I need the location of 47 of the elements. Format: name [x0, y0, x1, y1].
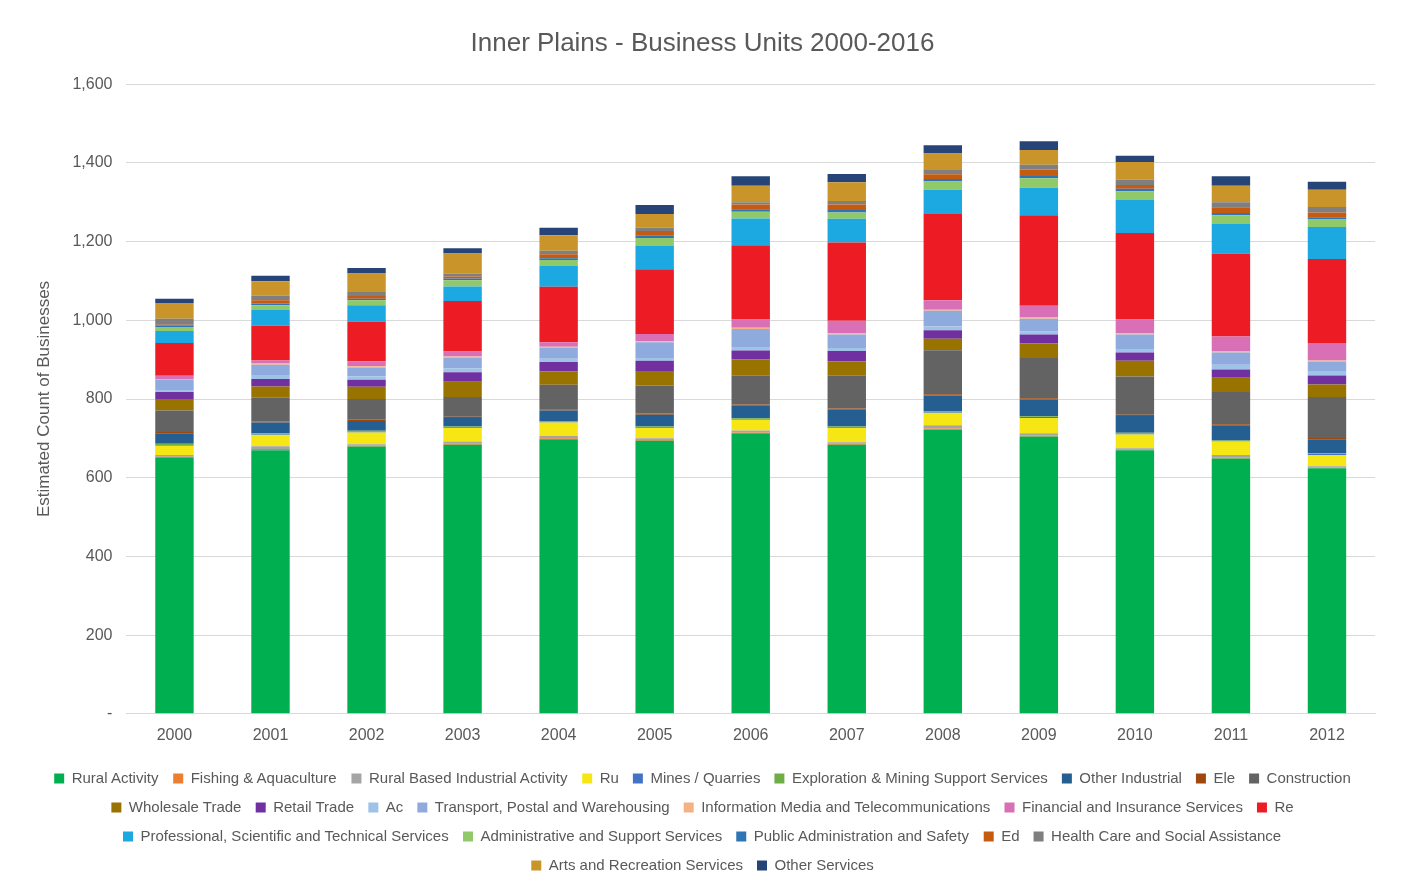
- y-tick-label: 1,200: [72, 232, 113, 250]
- x-tick-label: 2004: [540, 725, 577, 743]
- legend-label: Other Services: [774, 855, 874, 873]
- legend-label: Financial and Insurance Services: [1022, 797, 1243, 815]
- legend-label: Health Care and Social Assistance: [1051, 826, 1282, 844]
- x-tick-label: 2002: [348, 725, 385, 743]
- legend-label: Ac: [385, 797, 404, 815]
- legend-label: Ed: [1001, 826, 1020, 844]
- x-tick-label: 2011: [1213, 725, 1249, 743]
- x-tick-label: 2000: [156, 725, 193, 743]
- x-tick-label: 2012: [1309, 725, 1345, 743]
- x-tick-label: 2006: [732, 725, 769, 743]
- legend-label: Administrative and Support Services: [480, 826, 723, 844]
- chart-title: Inner Plains - Business Units 2000-2016: [470, 26, 935, 57]
- legend-label: Exploration & Mining Support Services: [791, 768, 1048, 786]
- y-tick-label: 200: [85, 625, 113, 643]
- legend-label: Professional, Scientific and Technical Services: [140, 826, 449, 844]
- y-tick-label: 800: [85, 389, 113, 407]
- y-axis-title: Estimated Count of Businesses: [33, 280, 53, 518]
- legend-label: Construction: [1266, 768, 1351, 786]
- legend-label: Ru: [599, 768, 619, 786]
- legend-label: Rural Activity: [71, 768, 159, 786]
- x-tick-label: 2001: [252, 725, 289, 743]
- x-tick-label: 2009: [1021, 725, 1057, 743]
- y-tick-label: 1,400: [72, 153, 113, 171]
- legend-label: Public Administration and Safety: [753, 826, 970, 844]
- legend-label: Wholesale Trade: [128, 797, 242, 815]
- x-tick-label: 2005: [636, 725, 673, 743]
- x-tick-label: 2010: [1117, 725, 1153, 743]
- legend-label: Mines / Quarries: [650, 768, 761, 786]
- legend-label: Fishing & Aquaculture: [190, 768, 337, 786]
- legend-label: Arts and Recreation Services: [548, 855, 744, 873]
- y-tick-label: -: [107, 704, 113, 722]
- legend-label: Rural Based Industrial Activity: [368, 768, 568, 786]
- legend-label: Ele: [1213, 768, 1236, 786]
- legend-label: Other Industrial: [1079, 768, 1182, 786]
- y-tick-label: 1,600: [72, 74, 113, 92]
- y-tick-label: 600: [85, 468, 113, 486]
- x-tick-label: 2007: [828, 725, 865, 743]
- x-tick-label: 2003: [444, 725, 481, 743]
- x-tick-label: 2008: [925, 725, 961, 743]
- legend-label: Transport, Postal and Warehousing: [434, 797, 670, 815]
- y-tick-label: 400: [85, 546, 113, 564]
- legend-label: Re: [1274, 797, 1294, 815]
- legend-label: Retail Trade: [273, 797, 355, 815]
- y-tick-label: 1,000: [72, 310, 113, 328]
- legend-label: Information Media and Telecommunications: [701, 797, 991, 815]
